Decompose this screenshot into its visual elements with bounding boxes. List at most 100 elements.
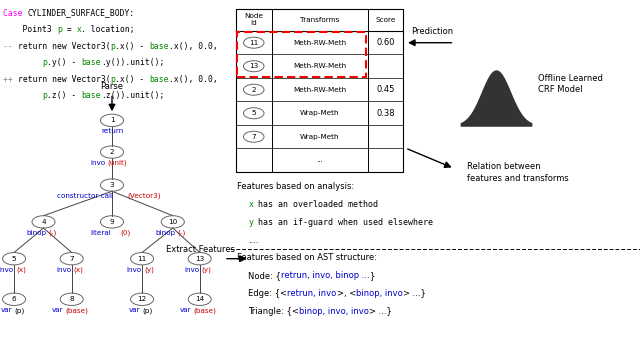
Text: .y() -: .y() - — [47, 58, 81, 67]
Text: 11: 11 — [138, 256, 147, 262]
Text: --: -- — [3, 42, 18, 51]
Text: has an overloaded method: has an overloaded method — [253, 200, 378, 209]
Text: p: p — [111, 75, 115, 84]
Text: 0.60: 0.60 — [376, 38, 395, 47]
Text: (x): (x) — [16, 267, 26, 273]
Text: Node: {: Node: { — [248, 271, 281, 280]
Text: Offline Learned: Offline Learned — [538, 74, 602, 83]
Text: Edge: {<: Edge: {< — [248, 289, 287, 298]
Text: > ...}: > ...} — [403, 289, 426, 298]
Text: Case: Case — [3, 9, 28, 18]
Text: x: x — [76, 25, 81, 34]
Text: Meth-RW-Meth: Meth-RW-Meth — [293, 40, 347, 46]
Text: retrun, invo: retrun, invo — [287, 289, 337, 298]
Text: Prediction: Prediction — [411, 27, 453, 36]
Text: Features based on analysis:: Features based on analysis: — [237, 182, 354, 191]
Text: Score: Score — [376, 17, 396, 23]
Text: Parse: Parse — [100, 82, 124, 91]
Text: literal: literal — [90, 230, 111, 236]
Text: (base): (base) — [65, 307, 88, 314]
Text: .x() -: .x() - — [115, 42, 150, 51]
Text: var: var — [1, 307, 13, 313]
Text: .z() -: .z() - — [47, 91, 81, 100]
Text: p: p — [111, 42, 115, 51]
Text: >, <: >, < — [337, 289, 356, 298]
Text: 13: 13 — [195, 256, 204, 262]
Text: 10: 10 — [168, 219, 177, 225]
Text: 7: 7 — [69, 256, 74, 262]
Text: invo: invo — [0, 267, 14, 272]
Text: 0.38: 0.38 — [376, 109, 395, 118]
Text: }: } — [370, 271, 375, 280]
Text: x: x — [248, 200, 253, 209]
Text: (-): (-) — [177, 230, 186, 236]
Text: Wrap-Meth: Wrap-Meth — [300, 134, 340, 140]
Text: var: var — [180, 307, 191, 313]
Text: (Vector3): (Vector3) — [127, 193, 161, 200]
Text: 6: 6 — [12, 296, 17, 302]
Text: Meth-RW-Meth: Meth-RW-Meth — [293, 63, 347, 69]
Text: has an if-guard when used elsewhere: has an if-guard when used elsewhere — [253, 218, 433, 227]
Text: var: var — [129, 307, 141, 313]
Text: Node
Id: Node Id — [244, 13, 263, 26]
Text: Transforms: Transforms — [300, 17, 340, 23]
Text: (p): (p) — [142, 307, 152, 314]
Text: 2: 2 — [109, 149, 115, 155]
Text: CYLINDER_SURFACE_BODY:: CYLINDER_SURFACE_BODY: — [28, 9, 135, 18]
Text: base: base — [81, 91, 100, 100]
Text: 2: 2 — [252, 87, 256, 93]
Text: base: base — [81, 58, 100, 67]
Text: Triangle: {<: Triangle: {< — [248, 307, 299, 315]
Text: .z()).unit();: .z()).unit(); — [100, 91, 164, 100]
Text: .y()).unit();: .y()).unit(); — [100, 58, 164, 67]
Text: (y): (y) — [144, 267, 154, 273]
Text: 5: 5 — [252, 110, 256, 116]
Text: Features based on AST structure:: Features based on AST structure: — [237, 253, 377, 262]
Text: > ...}: > ...} — [369, 307, 392, 315]
Text: 13: 13 — [249, 63, 259, 69]
Text: 9: 9 — [109, 219, 115, 225]
Text: . location;: . location; — [81, 25, 135, 34]
Text: (unit): (unit) — [108, 160, 127, 166]
Text: 0.45: 0.45 — [376, 85, 395, 94]
Text: invo: invo — [90, 160, 105, 166]
Text: .x(), 0.0,: .x(), 0.0, — [169, 75, 218, 84]
Text: (base): (base) — [193, 307, 216, 314]
Text: 1: 1 — [109, 117, 115, 123]
Text: 7: 7 — [252, 134, 256, 140]
Text: base: base — [150, 75, 169, 84]
Text: constructor call: constructor call — [58, 193, 113, 199]
Text: ...: ... — [317, 157, 323, 163]
Text: y: y — [248, 218, 253, 227]
Text: invo: invo — [56, 267, 72, 272]
Text: binop, invo, invo: binop, invo, invo — [299, 307, 369, 315]
Text: (0): (0) — [121, 230, 131, 236]
Text: 5: 5 — [12, 256, 17, 262]
Text: (y): (y) — [202, 267, 212, 273]
Text: Meth-RW-Meth: Meth-RW-Meth — [293, 87, 347, 93]
Text: CRF Model: CRF Model — [538, 85, 582, 94]
Text: var: var — [52, 307, 63, 313]
Text: Extract Features: Extract Features — [166, 245, 236, 254]
Text: binop: binop — [26, 230, 46, 236]
Text: invo: invo — [127, 267, 142, 272]
Text: return new Vector3(: return new Vector3( — [18, 42, 111, 51]
Text: p: p — [57, 25, 61, 34]
Text: features and transforms: features and transforms — [467, 174, 569, 183]
Text: p: p — [42, 91, 47, 100]
Text: base: base — [150, 42, 169, 51]
Text: return new Vector3(: return new Vector3( — [18, 75, 111, 84]
Text: Wrap-Meth: Wrap-Meth — [300, 110, 340, 116]
Text: binop: binop — [156, 230, 175, 236]
Text: 8: 8 — [69, 296, 74, 302]
Text: =: = — [61, 25, 76, 34]
Text: (p): (p) — [14, 307, 24, 314]
Text: ....: .... — [248, 236, 259, 245]
Text: invo: invo — [184, 267, 200, 272]
Text: 12: 12 — [138, 296, 147, 302]
Text: 3: 3 — [109, 182, 115, 188]
Text: (-): (-) — [48, 230, 56, 236]
Text: Point3: Point3 — [3, 25, 57, 34]
Text: Relation between: Relation between — [467, 162, 541, 171]
Text: .x(), 0.0,: .x(), 0.0, — [169, 42, 218, 51]
